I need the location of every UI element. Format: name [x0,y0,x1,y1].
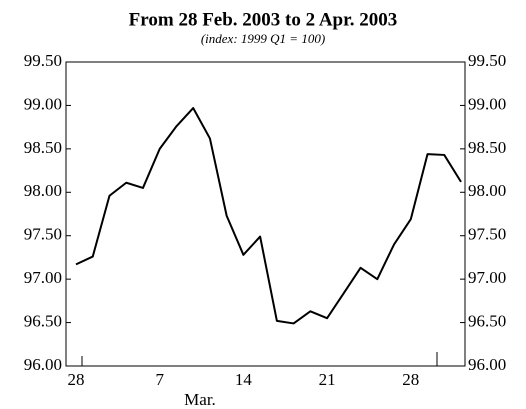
y-tick-label-right: 98.00 [468,181,506,200]
x-tick-label: 7 [155,370,164,389]
y-tick-label: 97.00 [24,268,62,287]
y-tick-label-right: 96.00 [468,355,506,374]
y-tick-label-right: 97.50 [468,225,506,244]
x-tick-label: 28 [68,370,85,389]
y-tick-label-right: 97.00 [468,268,506,287]
y-tick-label: 96.50 [24,311,62,330]
x-axis-label: Mar. [184,390,216,409]
plot-frame [65,61,466,367]
x-tick-label: 28 [402,370,419,389]
y-tick-label: 97.50 [24,225,62,244]
y-tick-label: 98.50 [24,138,62,157]
x-tick-label: 21 [319,370,336,389]
y-tick-label: 96.00 [24,355,62,374]
y-tick-label-right: 96.50 [468,311,506,330]
x-tick-label: 14 [235,370,253,389]
chart-subtitle: (index: 1999 Q1 = 100) [201,31,325,46]
y-tick-label: 98.00 [24,181,62,200]
y-tick-label-right: 98.50 [468,138,506,157]
y-tick-label: 99.50 [24,51,62,70]
line-series [75,107,462,325]
chart-title: From 28 Feb. 2003 to 2 Apr. 2003 [129,9,398,30]
y-tick-label-right: 99.00 [468,94,506,113]
y-tick-label: 99.00 [24,94,62,113]
y-tick-label-right: 99.50 [468,51,506,70]
